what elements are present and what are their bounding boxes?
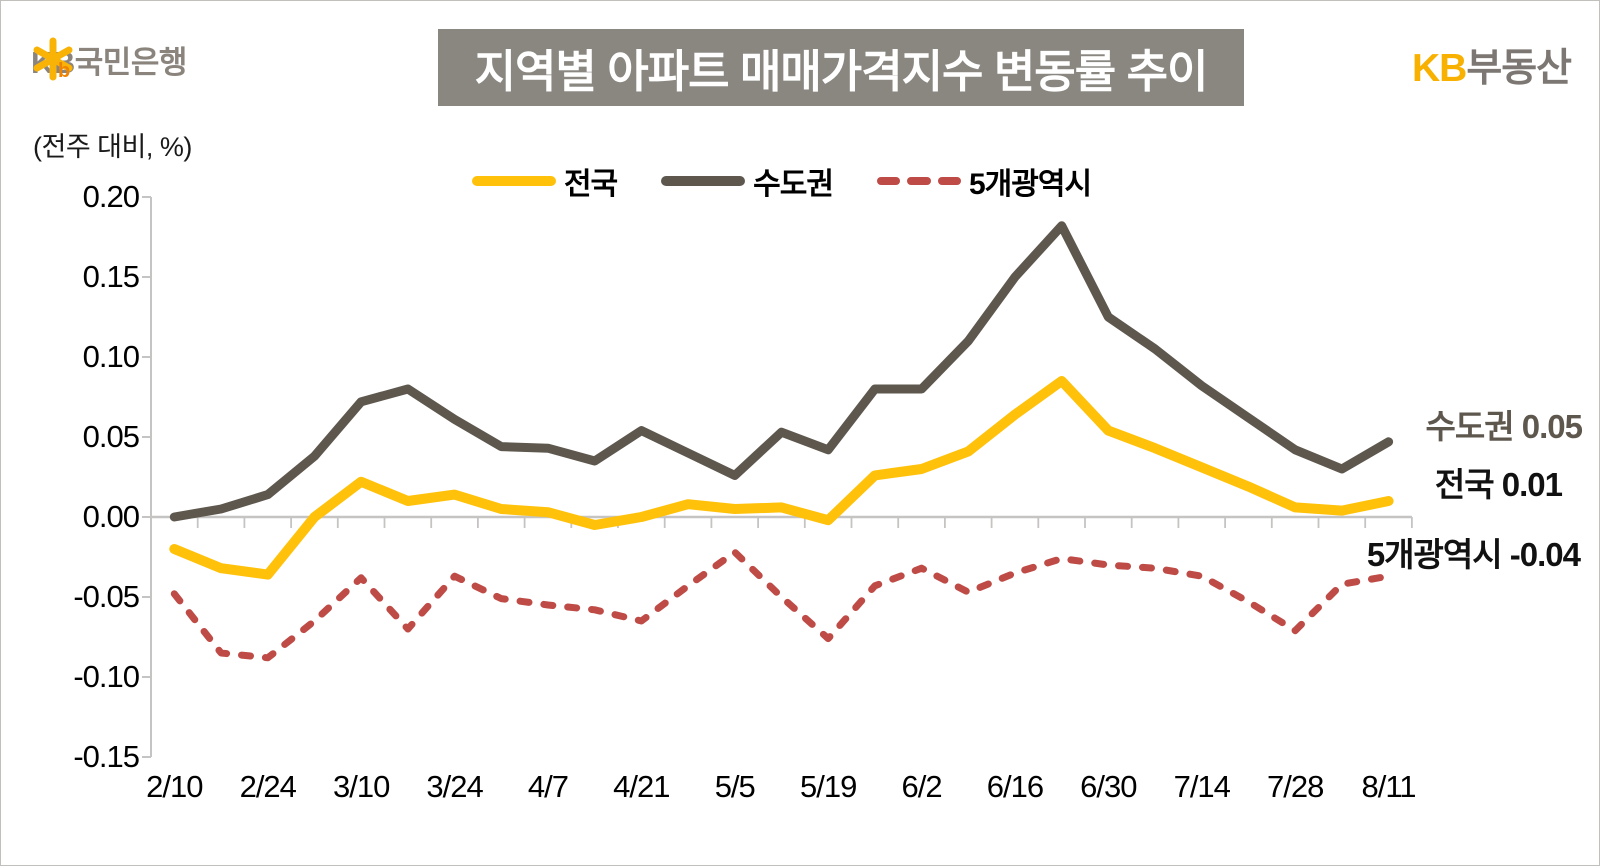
legend-swatch-0 [471,176,556,186]
series-line-수도권 [169,221,1394,522]
brand-suffix-text: 부동산 [1466,47,1572,90]
x-axis-label: 7/28 [1266,769,1324,804]
y-axis-label: -0.10 [73,659,140,694]
x-axis-label: 7/14 [1173,769,1231,804]
page-title: 지역별 아파트 매매가격지수 변동률 추이 [474,46,1209,97]
x-axis-label: 4/7 [527,769,569,804]
series-end-label-2: 5개광역시 -0.04 [1366,536,1581,573]
y-axis-label: 0.05 [82,419,140,454]
series-line-전국 [169,376,1394,580]
x-axis-label: 5/5 [714,769,756,804]
x-axis-label: 6/30 [1080,769,1137,804]
x-axis-label: 2/10 [146,769,203,804]
svg-text:b: b [58,60,70,81]
legend-swatch-2 [876,177,961,185]
series-line-5개광역시 [170,548,1393,662]
legend-label-1: 수도권 [753,168,834,201]
x-axis-label: 3/24 [426,769,483,804]
series-end-label-0: 수도권 0.05 [1425,408,1583,445]
x-axis-label: 3/10 [332,769,390,804]
x-axis-label: 8/11 [1361,769,1417,804]
chart-legend: 전국 수도권 5개광역시 [151,159,1412,203]
x-axis-label: 6/2 [901,769,942,804]
legend-item-2: 5개광역시 [876,159,1092,203]
legend-swatch-1 [661,176,746,186]
y-axis-label: -0.15 [73,739,140,774]
legend-label-2: 5개광역시 [968,168,1092,201]
axis-unit-label: (전주 대비, %) [33,132,192,162]
y-axis-label: 0.15 [82,259,140,294]
y-axis-label: -0.05 [73,579,140,614]
kb-real-estate-logo: KB부동산 [1412,37,1572,93]
legend-item-1: 수도권 [661,159,834,203]
x-axis-label: 5/19 [799,769,857,804]
legend-item-0: 전국 [471,159,618,203]
chart-title-bar: 지역별 아파트 매매가격지수 변동률 추이 [438,29,1244,106]
brand-kb-text: KB [1412,47,1467,90]
y-axis-label: 0.20 [82,179,140,214]
kb-kookmin-bank-logo: b KB국민은행 [31,37,187,82]
legend-label-0: 전국 [563,168,618,201]
x-axis-label: 4/21 [613,769,670,804]
y-axis-label: 0.10 [82,339,140,374]
kb-star-icon: b [33,37,73,81]
y-axis-label: 0.00 [82,499,140,534]
series-end-label-1: 전국 0.01 [1434,466,1563,503]
x-axis-label: 6/16 [986,769,1044,804]
x-axis-label: 2/24 [239,769,297,804]
